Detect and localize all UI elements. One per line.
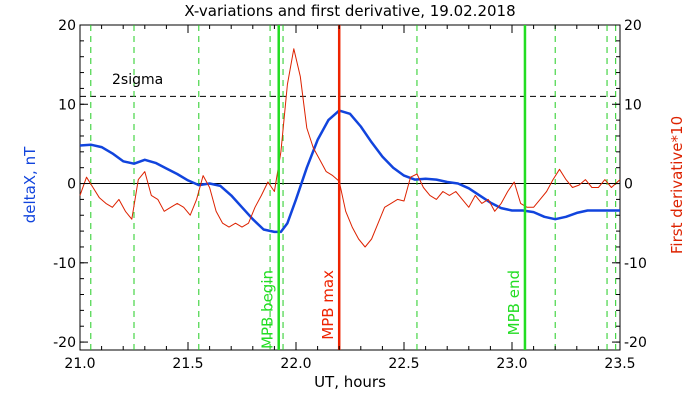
mpb-max-label: MPB max [319, 270, 337, 340]
y-tick-label-left: 20 [58, 18, 76, 34]
x-tick-label: 23.5 [604, 356, 635, 372]
x-tick-label: 22.5 [388, 356, 419, 372]
x-axis-label: UT, hours [314, 373, 386, 391]
y-tick-label-left: -10 [53, 256, 76, 272]
chart-title: X-variations and first derivative, 19.02… [184, 2, 515, 20]
mpb-end-label: MPB end [505, 270, 523, 335]
x-tick-label: 21.5 [172, 356, 203, 372]
y-tick-label-left: -20 [53, 335, 76, 351]
x-tick-label: 23.0 [496, 356, 527, 372]
y-tick-label-right: -20 [624, 335, 647, 351]
plot-frame [79, 24, 621, 351]
y-tick-label-right: 0 [624, 177, 633, 193]
y-tick-label-left: 10 [58, 97, 76, 113]
y-axis-right-label: First derivative*10 [668, 116, 686, 254]
derivative-series-line [79, 48, 621, 248]
y-tick-label-right: -10 [624, 256, 647, 272]
y-tick-label-left: 0 [67, 177, 76, 193]
y-tick-label-right: 10 [624, 97, 642, 113]
y-axis-left-label: deltaX, nT [21, 146, 39, 223]
x-tick-label: 21.0 [64, 356, 95, 372]
y-tick-label-right: 20 [624, 18, 642, 34]
deltax-series-line [79, 109, 620, 234]
mpb-begin-label: MPB begin [259, 270, 277, 349]
x-tick-label: 22.0 [280, 356, 311, 372]
sigma-label: 2sigma [112, 72, 163, 88]
